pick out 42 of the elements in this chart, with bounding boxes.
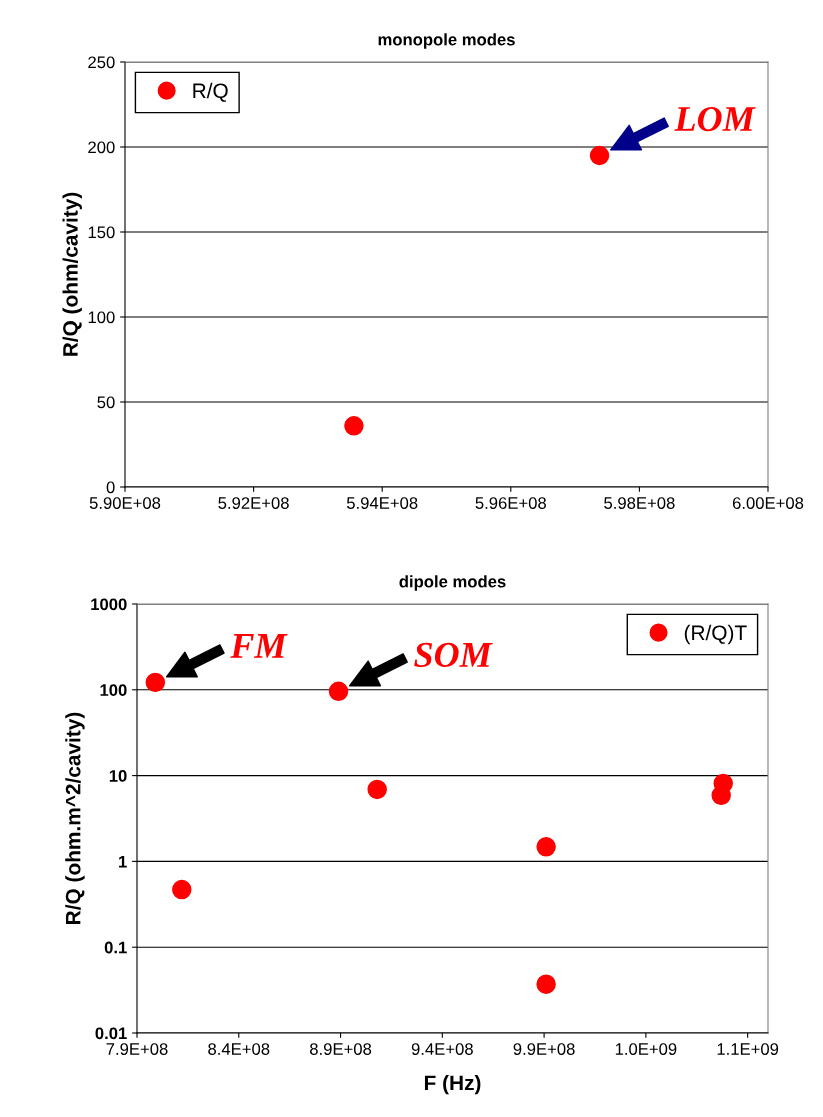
y-tick-label: 0.1 bbox=[104, 941, 127, 954]
x-tick-label: 7.9E+08 bbox=[106, 1043, 168, 1055]
chart-title: monopole modes bbox=[378, 33, 515, 49]
y-axis-title: R/Q (ohm/cavity) bbox=[62, 192, 82, 356]
x-tick-label: 8.9E+08 bbox=[310, 1043, 372, 1055]
x-tick-label: 9.4E+08 bbox=[411, 1043, 473, 1055]
point bbox=[172, 879, 192, 900]
y-tick-label: 1 bbox=[119, 855, 127, 868]
y-tick-label: 0 bbox=[106, 481, 115, 494]
point bbox=[328, 681, 349, 702]
x-tick-label: 1.0E+09 bbox=[615, 1043, 677, 1055]
point bbox=[145, 672, 166, 693]
x-tick-label: 5.92E+08 bbox=[218, 497, 289, 509]
point bbox=[713, 773, 733, 794]
annotation: LOM bbox=[674, 106, 756, 132]
x-tick-label: 9.9E+08 bbox=[513, 1043, 575, 1055]
y-tick-label: 100 bbox=[100, 684, 127, 696]
x-tick-label: 8.4E+08 bbox=[208, 1043, 270, 1055]
y-tick-label: 200 bbox=[88, 141, 115, 154]
legend-label: R/Q bbox=[193, 82, 228, 102]
point bbox=[536, 837, 556, 857]
x-tick-label: 5.94E+08 bbox=[346, 497, 418, 509]
y-axis-title: R/Q (ohm.m^2/cavity) bbox=[65, 712, 85, 924]
y-tick-label: 0.01 bbox=[95, 1027, 127, 1040]
x-tick-label: 5.90E+08 bbox=[89, 497, 161, 509]
chart-title: dipole modes bbox=[399, 575, 506, 591]
x-tick-label: 1.1E+09 bbox=[717, 1043, 779, 1055]
legend-label: (R/Q)T bbox=[684, 624, 747, 645]
y-tick-label: 250 bbox=[88, 56, 115, 69]
y-tick-label: 10 bbox=[109, 770, 127, 782]
x-axis-title: F (Hz) bbox=[424, 1074, 481, 1095]
y-tick-label: 1000 bbox=[91, 598, 127, 611]
x-tick-label: 5.96E+08 bbox=[475, 497, 546, 509]
y-tick-label: 50 bbox=[97, 396, 115, 409]
point bbox=[536, 974, 556, 994]
annotation: FM bbox=[230, 634, 288, 658]
x-tick-label: 5.98E+08 bbox=[604, 497, 675, 509]
y-tick-label: 100 bbox=[88, 311, 115, 324]
x-tick-label: 6.00E+08 bbox=[732, 497, 804, 509]
y-tick-label: 150 bbox=[88, 226, 115, 239]
point bbox=[367, 779, 387, 800]
annotation: SOM bbox=[414, 642, 493, 668]
